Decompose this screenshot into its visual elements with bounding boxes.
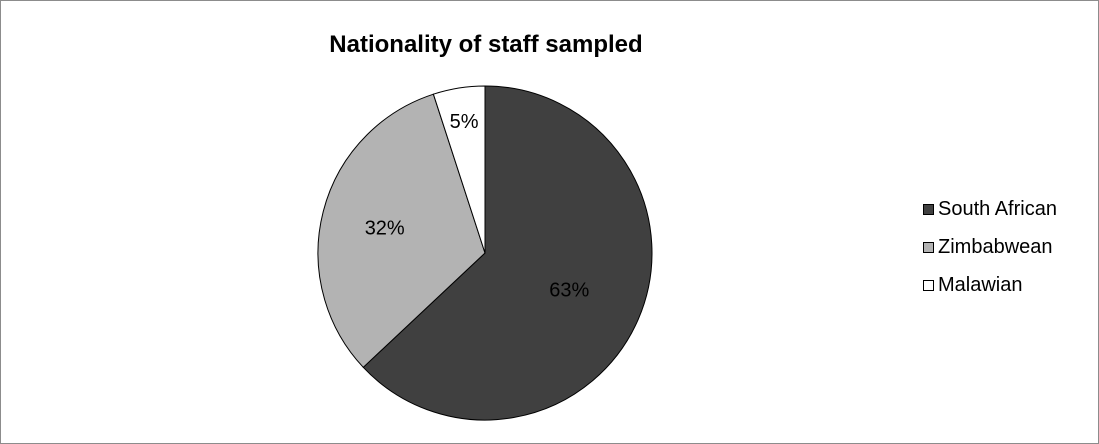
legend-swatch-malawian: [923, 279, 934, 291]
data-label-zimbabwean: 32%: [365, 217, 405, 239]
pie-slice-south-african: [362, 85, 653, 421]
data-label-malawian: 5%: [450, 111, 479, 133]
legend: South African Zimbabwean Malawian: [923, 197, 1057, 313]
legend-item-zimbabwean: Zimbabwean: [923, 235, 1057, 258]
data-label-south-african: 63%: [549, 279, 589, 301]
legend-swatch-south-african: [923, 203, 934, 215]
legend-item-malawian: Malawian: [923, 273, 1057, 296]
pie-slice-malawian: [432, 85, 486, 254]
legend-swatch-zimbabwean: [923, 241, 934, 253]
pie-slices: [317, 85, 653, 421]
pie-labels: 63% 32% 5%: [365, 111, 590, 301]
chart-title: Nationality of staff sampled: [329, 31, 643, 58]
legend-label-south-african: South African: [938, 197, 1057, 220]
pie-slice-zimbabwean: [317, 93, 486, 369]
legend-item-south-african: South African: [923, 197, 1057, 220]
legend-label-zimbabwean: Zimbabwean: [938, 235, 1053, 258]
legend-label-malawian: Malawian: [938, 273, 1023, 296]
